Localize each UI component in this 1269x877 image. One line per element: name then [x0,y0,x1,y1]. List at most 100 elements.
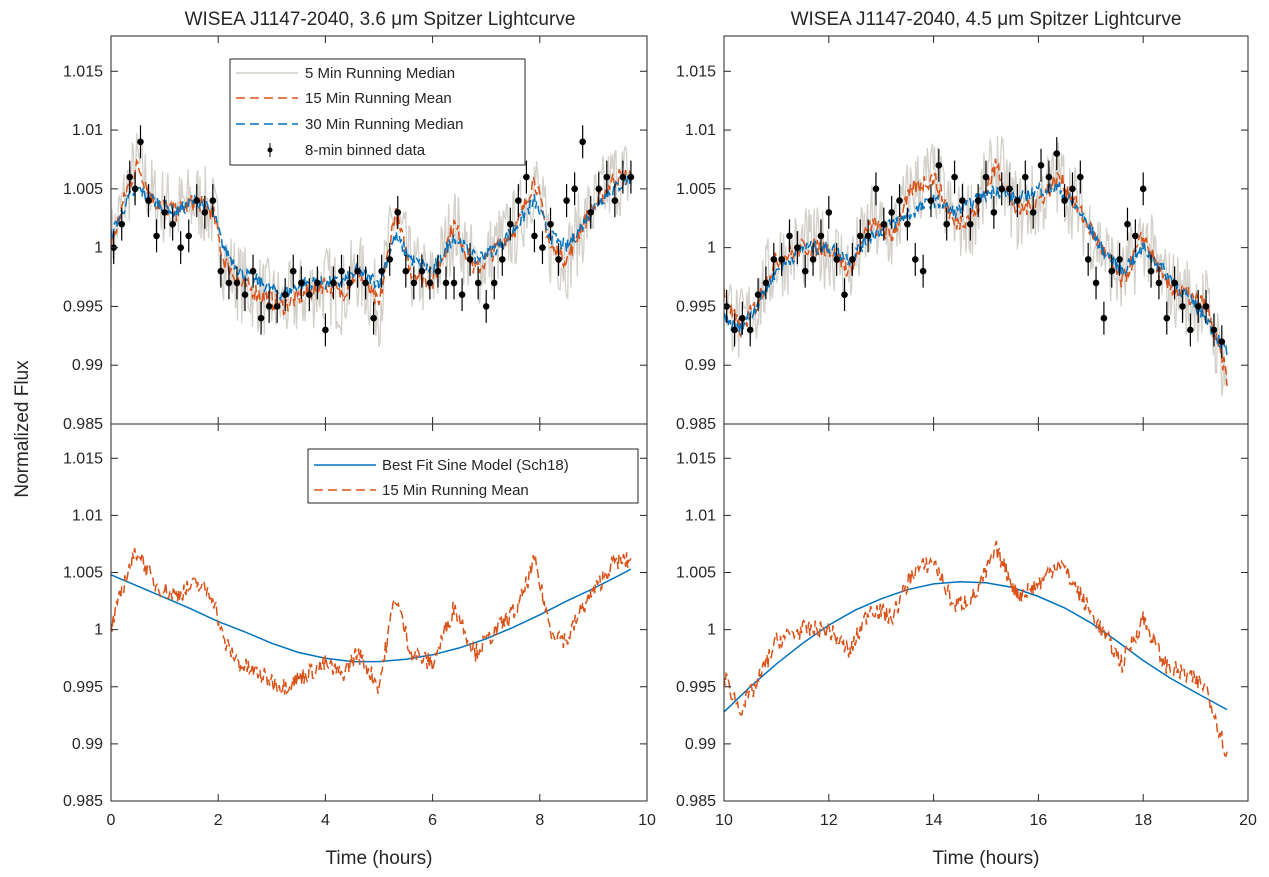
binned-point [888,209,895,216]
binned-point [466,256,474,263]
binned-point [314,279,321,287]
binned-point [153,232,160,240]
binned-point [927,197,935,204]
panel-top-left: 1.015 1.01 1.005 1 0.995 0.99 0.985 [63,35,648,433]
binned-point [762,279,770,287]
binned-point [241,291,249,298]
panel-bottom-right: 1.015 1.01 1.005 1 0.995 0.99 0.985 10 12 14 16 18 2… [676,423,1257,829]
series-15-min-running-mean [724,540,1228,758]
binned-point [458,291,466,298]
binned-point [849,256,856,263]
binned-point [233,279,241,287]
binned-point [193,197,201,204]
binned-point [257,314,265,322]
binned-point [896,197,903,204]
x-axis-title-right: Time (hours) [933,848,1040,869]
legend-label-mean15: 15 Min Running Mean [305,90,452,107]
binned-point [531,232,538,240]
y-tick-label: 1.015 [676,450,716,467]
binned-point [778,256,785,263]
binned-point [966,220,974,228]
binned-point [131,185,139,193]
binned-point [281,291,289,298]
x-tick-label: 8 [535,812,544,829]
legend-label-mean15-bottom: 15 Min Running Mean [382,482,529,499]
binned-point [571,185,578,193]
binned-point [410,279,418,287]
x-tick-label: 4 [321,812,330,829]
legend-label-median30: 30 Min Running Median [305,116,463,133]
binned-point [880,220,888,228]
x-tick-label: 10 [638,812,656,829]
binned-point [555,256,562,263]
binned-point [523,173,530,181]
legend-top-left: 5 Min Running Median 15 Min Running Mean… [229,58,526,166]
y-tick-label: 0.99 [72,357,103,374]
binned-point [126,173,134,181]
y-tick-label: 1.005 [676,565,716,582]
binned-point [563,197,570,204]
binned-point [1179,303,1186,310]
binned-point [1045,173,1053,181]
binned-point [177,244,184,251]
binned-point [507,220,514,228]
binned-point [951,173,958,181]
binned-point [959,197,966,204]
series-30-min-running-median [724,181,1228,356]
binned-point [338,267,345,275]
binned-point [137,138,144,146]
binned-point [394,209,402,216]
y-tick-label: 1.01 [685,507,716,524]
series-5min-median [111,132,632,348]
binned-point [801,267,809,275]
binned-point [474,279,482,287]
binned-point [731,326,738,334]
y-tick-label: 1.005 [676,181,716,198]
binned-point [161,209,168,216]
x-tick-label: 18 [1134,812,1152,829]
series-15-min-running-mean [111,547,632,695]
binned-point [595,185,603,193]
binned-point [1155,279,1163,287]
binned-point [201,209,209,216]
y-tick-label: 0.995 [63,679,103,696]
binned-point [1014,197,1021,204]
y-tick-label: 0.995 [63,298,103,315]
binned-point [603,173,611,181]
binned-point [587,209,595,216]
binned-point [1092,279,1100,287]
binned-point [794,244,801,251]
series-best-fit-sine-model-sch18- [111,568,632,663]
binned-point [1037,162,1045,169]
y-tick-label: 1 [94,240,103,257]
binned-point [539,244,546,251]
binned-point [911,256,919,263]
binned-point [1084,256,1092,263]
x-tick-label: 0 [107,812,116,829]
binned-point [386,256,394,263]
binned-point [185,232,193,240]
binned-point [1029,209,1037,216]
title-right: WISEA J1147-2040, 4.5 μm Spitzer Lightcu… [791,9,1182,30]
y-tick-label: 0.99 [685,736,716,753]
y-tick-label: 1.005 [63,181,103,198]
y-tick-label: 1.015 [63,450,103,467]
y-tick-label: 0.99 [685,357,716,374]
binned-point [322,326,329,334]
binned-point [611,197,619,204]
axes-frame [723,423,1249,802]
y-tick-label: 0.985 [676,793,716,810]
binned-point [770,256,778,263]
series-best-fit-sine-model-sch18- [724,580,1228,713]
series-5min-median [724,135,1228,397]
y-tick-label: 0.985 [676,416,716,433]
binned-point [1061,197,1068,204]
legend-label-median5: 5 Min Running Median [305,65,455,82]
binned-point [974,197,982,204]
binned-point [1171,279,1178,287]
binned-point [1022,173,1029,181]
legend-bottom-left: Best Fit Sine Model (Sch18) 15 Min Runni… [307,448,639,504]
binned-point [754,291,762,298]
binned-point [841,291,848,298]
